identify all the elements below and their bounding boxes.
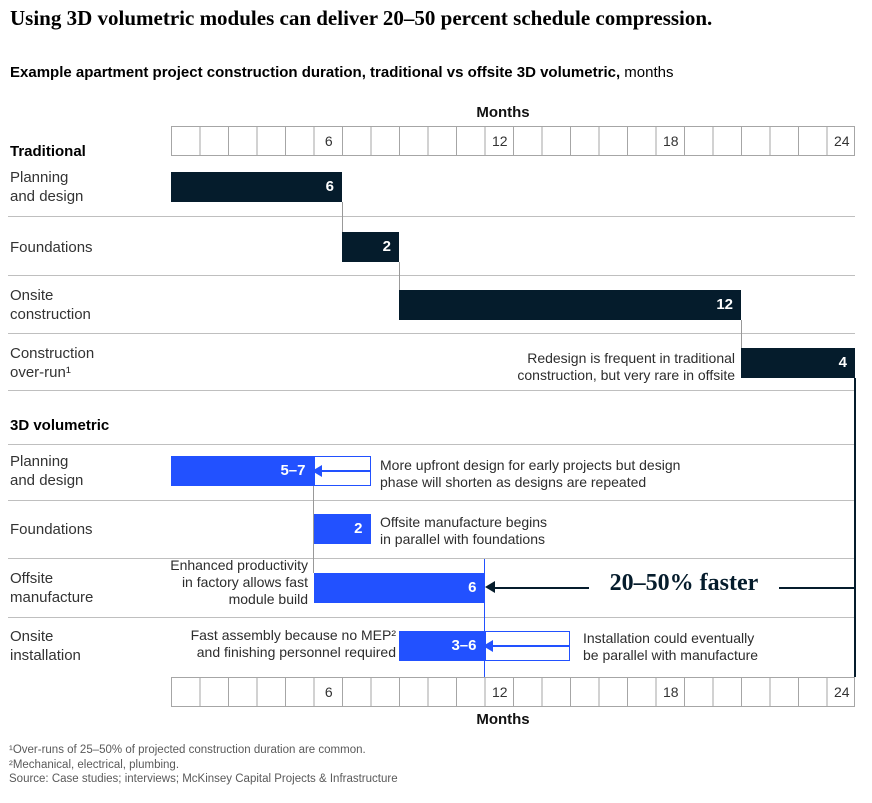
footnotes: ¹Over-runs of 25–50% of projected constr… <box>9 744 398 785</box>
gantt-bar: 5–7 <box>171 456 314 486</box>
range-extension-outline <box>482 631 570 661</box>
connector-line <box>341 202 343 232</box>
month-axis-bottom: 6 12 18 24 <box>171 677 855 707</box>
bar-value-label: 6 <box>468 579 477 596</box>
row-separator <box>8 444 855 445</box>
row-label-foundations-traditional: Foundations <box>10 239 93 256</box>
axis-tick: 12 <box>491 684 508 700</box>
row-separator <box>8 390 855 391</box>
callout-arrow-line-right <box>779 587 855 589</box>
row-separator <box>8 617 855 618</box>
bar-value-label: 6 <box>325 178 334 195</box>
row-separator <box>8 275 855 276</box>
note-redesign-overrun: Redesign is frequent in traditional cons… <box>517 350 735 383</box>
connector-line <box>398 262 400 290</box>
bar-value-label: 5–7 <box>280 462 306 479</box>
axis-title-top: Months <box>476 104 530 121</box>
row-separator <box>8 216 855 217</box>
axis-tick: 18 <box>662 133 679 149</box>
row-separator <box>8 500 855 501</box>
gantt-bar: 2 <box>313 514 371 544</box>
range-arrow-line <box>319 470 371 472</box>
range-arrow-line <box>490 645 570 647</box>
note-offsite-begins: Offsite manufacture begins in parallel w… <box>380 514 548 547</box>
row-separator <box>8 558 855 559</box>
callout-text: 20–50% faster <box>609 570 759 596</box>
bar-value-label: 4 <box>838 354 847 371</box>
row-separator <box>8 333 855 334</box>
section-label-3d-volumetric: 3D volumetric <box>10 417 110 434</box>
gantt-bar: 2 <box>342 232 399 262</box>
exhibit-title: Using 3D volumetric modules can deliver … <box>10 6 713 30</box>
total-duration-line-traditional <box>853 378 856 677</box>
row-label-planning-traditional: Planning and design <box>10 169 84 205</box>
axis-title-bottom: Months <box>476 711 530 728</box>
gantt-bar: 6 <box>171 172 342 202</box>
range-arrowhead-icon <box>482 640 493 652</box>
gantt-bar: 3–6 <box>399 631 485 661</box>
bar-value-label: 12 <box>716 296 733 313</box>
axis-tick: 6 <box>324 684 333 700</box>
gantt-bar: 4 <box>741 348 855 378</box>
note-installation-parallel: Installation could eventually be paralle… <box>583 630 759 663</box>
axis-tick: 12 <box>491 133 508 149</box>
callout-arrowhead-icon <box>485 581 495 593</box>
range-extension-outline <box>311 456 371 486</box>
total-duration-line-3d <box>483 559 486 677</box>
subtitle-text: Example apartment project construction d… <box>10 64 621 81</box>
month-axis-top: 6 12 18 24 <box>171 126 855 156</box>
range-arrowhead-icon <box>311 465 322 477</box>
axis-tick: 6 <box>324 133 333 149</box>
bar-value-label: 2 <box>354 520 363 537</box>
gantt-bar: 12 <box>399 290 741 320</box>
row-label-planning-3d: Planning and design <box>10 453 84 489</box>
chart-subtitle: Example apartment project construction d… <box>10 64 673 81</box>
axis-tick: 18 <box>662 684 679 700</box>
gantt-bar: 6 <box>313 573 485 603</box>
bar-value-label: 3–6 <box>451 637 477 654</box>
connector-line <box>740 320 742 348</box>
callout-arrow-line-left <box>494 587 589 589</box>
note-enhanced-productivity: Enhanced productivity in factory allows … <box>170 557 308 607</box>
row-label-offsite-manufacture: Offsite manufacture <box>10 570 94 606</box>
axis-tick: 24 <box>833 133 850 149</box>
axis-tick: 24 <box>833 684 850 700</box>
row-label-onsite-installation: Onsite installation <box>10 628 81 664</box>
row-label-foundations-3d: Foundations <box>10 521 93 538</box>
bar-value-label: 2 <box>382 238 391 255</box>
row-label-onsite-construction: Onsite construction <box>10 287 91 323</box>
subtitle-unit: months <box>620 64 674 81</box>
note-fast-assembly: Fast assembly because no MEP² and finish… <box>190 627 396 660</box>
section-label-traditional: Traditional <box>10 143 86 160</box>
note-upfront-design: More upfront design for early projects b… <box>380 457 681 490</box>
row-label-construction-overrun: Construction over-run¹ <box>10 345 95 381</box>
